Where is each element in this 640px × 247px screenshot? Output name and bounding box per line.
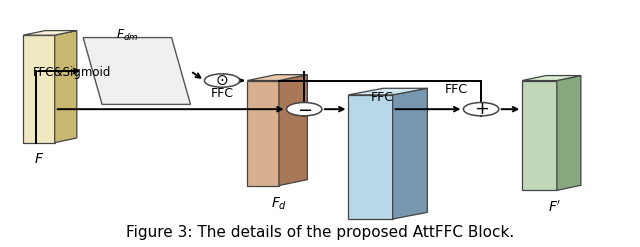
Text: FFC: FFC [211,87,234,100]
Polygon shape [393,88,428,219]
Polygon shape [348,95,393,219]
Polygon shape [54,31,77,143]
Polygon shape [247,81,279,185]
Text: $+$: $+$ [474,100,488,118]
Polygon shape [348,88,428,95]
Text: Figure 3: The details of the proposed AttFFC Block.: Figure 3: The details of the proposed At… [126,226,514,240]
Text: $F_d$: $F_d$ [271,195,287,211]
Polygon shape [23,35,54,143]
Text: $\odot$: $\odot$ [216,73,228,88]
Polygon shape [83,38,191,104]
Circle shape [287,103,322,116]
Text: $F_{dm}$: $F_{dm}$ [116,28,139,43]
Text: $F$: $F$ [34,152,44,166]
Text: $-$: $-$ [296,100,312,118]
Polygon shape [279,75,307,185]
Circle shape [463,103,499,116]
Text: $F'$: $F'$ [548,200,562,215]
Text: FFC: FFC [371,91,394,104]
Polygon shape [247,75,307,81]
Circle shape [204,74,240,87]
Text: FFC&Sigmoid: FFC&Sigmoid [33,66,111,79]
Polygon shape [23,31,77,35]
Polygon shape [557,76,581,190]
Polygon shape [522,76,581,81]
Polygon shape [522,81,557,190]
Text: FFC: FFC [444,83,467,96]
